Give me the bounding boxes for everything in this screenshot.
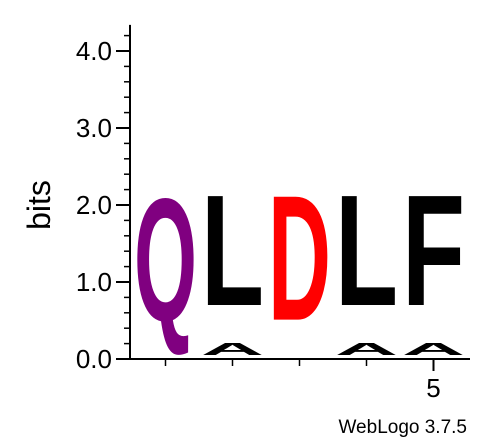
- y-tick-label: 0.0: [76, 344, 112, 374]
- logo-letter-d: D: [268, 158, 331, 358]
- y-axis-label: bits: [21, 180, 57, 230]
- x-tick-label: 5: [426, 373, 440, 403]
- logo-letter-f: F: [402, 163, 465, 340]
- logo-letter-a: A: [201, 340, 264, 359]
- y-axis: 0.0 1.0 2.0 3.0 4.0: [76, 24, 131, 374]
- y-tick-label: 4.0: [76, 36, 112, 66]
- logo-letter-l: L: [201, 163, 264, 340]
- logo-letter-a: A: [335, 340, 398, 359]
- x-axis: 5: [130, 358, 470, 403]
- logo-letter-l: L: [335, 163, 398, 340]
- logo-letter-a: A: [402, 340, 465, 359]
- y-tick-label: 2.0: [76, 190, 112, 220]
- y-tick-label: 1.0: [76, 267, 112, 297]
- weblogo-credit: WebLogo 3.7.5: [338, 417, 467, 438]
- logo-letter-q: Q: [134, 161, 197, 357]
- y-tick-label: 3.0: [76, 113, 112, 143]
